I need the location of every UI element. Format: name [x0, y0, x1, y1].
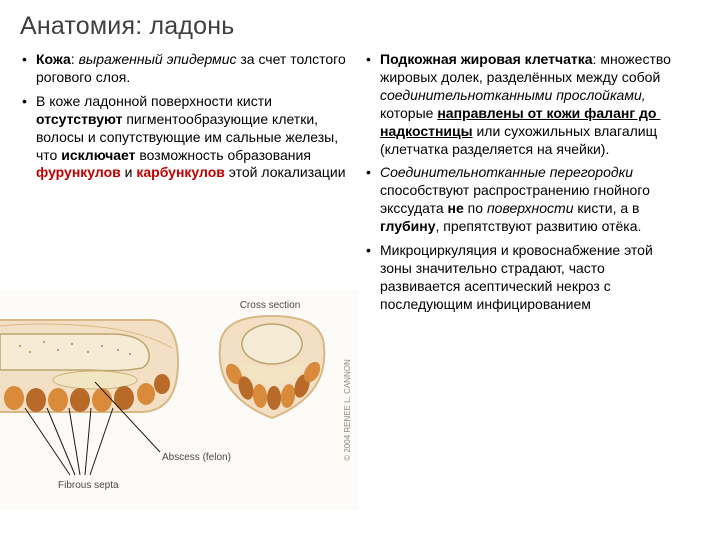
text-segment: возможность образования — [136, 147, 315, 163]
text-segment: Кожа — [36, 51, 71, 67]
left-bullets: Кожа: выраженный эпидермис за счет толст… — [20, 51, 350, 188]
text-segment: : — [71, 51, 79, 67]
text-segment: Соединительнотканные перегородки — [380, 164, 633, 180]
diagram-copyright: © 2004 RENEE L. CANNON — [343, 359, 352, 461]
anatomy-diagram: Cross section Abscess (felon) Fibrous se… — [0, 290, 358, 510]
abscess-label: Abscess (felon) — [162, 452, 231, 463]
text-segment: этой локализации — [225, 164, 346, 180]
slide-title: Анатомия: ладонь — [20, 12, 700, 41]
text-segment: поверхности — [487, 200, 574, 216]
text-segment: по — [464, 200, 487, 216]
text-segment: Микроциркуляция и кровоснабжение этой зо… — [380, 242, 657, 312]
text-segment: карбункулов — [136, 164, 225, 180]
right-bullets: Подкожная жировая клетчатка: множество ж… — [364, 51, 684, 320]
text-segment: отсутствуют — [36, 111, 122, 127]
left-bullet-1: Кожа: выраженный эпидермис за счет толст… — [20, 51, 350, 87]
phalanx-bone — [0, 334, 149, 371]
right-bullet-2: Соединительнотканные перегородки способс… — [364, 164, 684, 236]
text-segment: соединительнотканными прослойками, — [380, 87, 646, 103]
right-bullet-1: Подкожная жировая клетчатка: множество ж… — [364, 51, 684, 158]
right-bullet-3: Микроциркуляция и кровоснабжение этой зо… — [364, 242, 684, 314]
cross-section-label: Cross section — [240, 300, 301, 311]
text-segment: не — [448, 200, 464, 216]
left-bullet-2: В коже ладонной поверхности кисти отсутс… — [20, 93, 350, 183]
text-segment: В коже ладонной поверхности кисти — [36, 93, 276, 109]
right-column: Подкожная жировая клетчатка: множество ж… — [364, 51, 684, 540]
text-segment: Подкожная жировая клетчатка — [380, 51, 593, 67]
septa-label: Fibrous septa — [58, 480, 119, 491]
text-segment: выраженный эпидермис — [79, 51, 237, 67]
text-segment: исключает — [61, 147, 135, 163]
text-segment: фурункулов — [36, 164, 121, 180]
text-segment: , препятствуют развитию отёка. — [435, 218, 641, 234]
text-segment: глубину — [380, 218, 435, 234]
text-segment: и — [121, 164, 137, 180]
text-segment: кисти, а в — [574, 200, 644, 216]
